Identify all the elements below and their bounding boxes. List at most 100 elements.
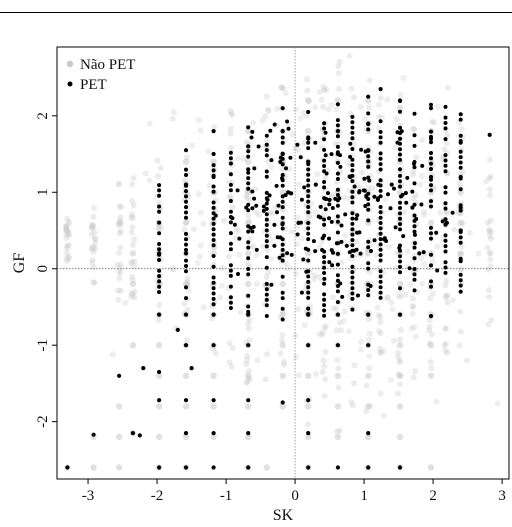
- point-pet: [211, 173, 216, 178]
- point-nao-pet: [279, 332, 286, 338]
- point-nao-pet: [443, 139, 450, 146]
- point-nao-pet: [289, 131, 296, 138]
- point-pet: [211, 398, 216, 403]
- point-nao-pet: [240, 155, 247, 162]
- point-pet: [275, 210, 279, 215]
- point-pet: [458, 278, 463, 283]
- point-pet: [289, 191, 294, 196]
- point-nao-pet: [377, 330, 384, 337]
- point-pet: [378, 215, 383, 220]
- point-nao-pet: [200, 220, 207, 227]
- point-nao-pet: [377, 95, 384, 101]
- point-nao-pet: [279, 85, 286, 91]
- point-pet: [264, 297, 269, 302]
- point-nao-pet: [428, 365, 435, 372]
- point-nao-pet: [128, 229, 135, 236]
- point-nao-pet: [459, 220, 466, 227]
- point-pet: [91, 432, 96, 437]
- point-nao-pet: [378, 349, 384, 356]
- point-nao-pet: [211, 124, 218, 131]
- point-nao-pet: [444, 84, 451, 91]
- point-nao-pet: [306, 214, 313, 221]
- point-pet: [264, 196, 269, 201]
- point-nao-pet: [63, 223, 70, 230]
- point-nao-pet: [234, 155, 241, 162]
- point-pet: [429, 263, 433, 268]
- point-pet: [384, 239, 389, 243]
- point-pet: [388, 206, 393, 211]
- point-pet: [412, 267, 417, 271]
- point-nao-pet: [389, 306, 396, 313]
- point-nao-pet: [396, 403, 404, 410]
- point-nao-pet: [226, 340, 233, 347]
- point-nao-pet: [333, 327, 340, 334]
- point-nao-pet: [353, 238, 360, 245]
- point-nao-pet: [269, 210, 276, 217]
- point-pet: [301, 257, 306, 262]
- point-pet: [443, 260, 448, 265]
- point-nao-pet: [63, 226, 70, 233]
- point-nao-pet: [441, 342, 448, 349]
- point-pet: [264, 239, 269, 244]
- point-pet: [280, 199, 285, 204]
- point-nao-pet: [91, 229, 98, 236]
- point-pet: [413, 232, 417, 237]
- point-pet: [246, 431, 251, 436]
- point-pet: [335, 465, 340, 470]
- point-nao-pet: [229, 345, 236, 351]
- point-pet: [435, 268, 440, 273]
- point-pet: [264, 169, 269, 174]
- point-pet: [264, 212, 269, 217]
- point-nao-pet: [246, 316, 253, 323]
- point-nao-pet: [442, 340, 449, 347]
- point-pet: [264, 174, 269, 179]
- point-nao-pet: [210, 372, 217, 379]
- point-nao-pet: [365, 97, 372, 104]
- point-pet: [335, 187, 340, 192]
- point-nao-pet: [226, 359, 233, 366]
- point-pet: [183, 398, 189, 403]
- point-pet: [412, 277, 417, 282]
- point-nao-pet: [64, 242, 71, 249]
- point-pet: [306, 172, 311, 177]
- point-nao-pet: [115, 403, 123, 410]
- point-nao-pet: [427, 219, 435, 227]
- point-nao-pet: [312, 208, 319, 215]
- point-pet: [306, 109, 311, 115]
- point-pet: [407, 266, 412, 271]
- point-nao-pet: [397, 381, 404, 388]
- point-pet: [458, 203, 463, 208]
- point-nao-pet: [206, 182, 213, 189]
- point-nao-pet: [89, 222, 95, 229]
- point-nao-pet: [186, 287, 192, 294]
- point-nao-pet: [293, 354, 300, 360]
- point-nao-pet: [377, 390, 384, 397]
- point-nao-pet: [341, 194, 348, 201]
- point-nao-pet: [340, 318, 347, 325]
- point-nao-pet: [267, 236, 274, 243]
- point-pet: [244, 205, 249, 210]
- point-nao-pet: [245, 372, 252, 379]
- point-nao-pet: [376, 101, 382, 108]
- point-pet: [306, 290, 311, 295]
- point-nao-pet: [265, 108, 272, 114]
- point-pet: [398, 264, 402, 269]
- point-pet: [280, 253, 285, 258]
- point-pet: [228, 231, 233, 236]
- point-nao-pet: [342, 232, 349, 239]
- point-pet: [398, 157, 402, 162]
- point-nao-pet: [392, 144, 399, 151]
- point-nao-pet: [457, 219, 464, 227]
- point-pet: [306, 140, 311, 145]
- point-pet: [327, 197, 332, 202]
- point-nao-pet: [195, 191, 202, 197]
- point-nao-pet: [246, 374, 252, 381]
- point-pet: [157, 242, 162, 246]
- point-nao-pet: [155, 433, 163, 441]
- point-pet: [252, 196, 257, 201]
- point-pet: [157, 312, 162, 317]
- point-nao-pet: [89, 222, 96, 229]
- point-pet: [184, 264, 188, 268]
- point-pet: [338, 164, 343, 169]
